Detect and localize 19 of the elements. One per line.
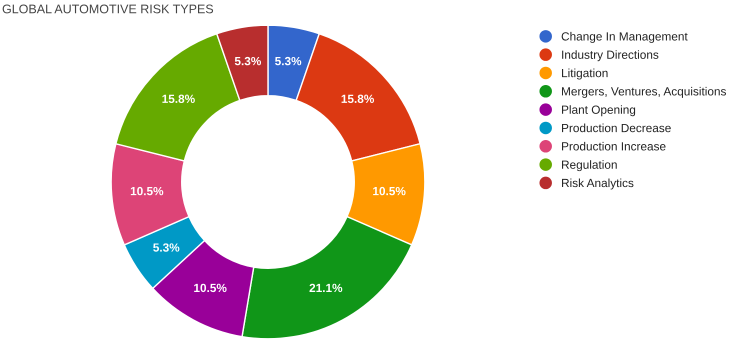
data-label: 15.8%	[162, 94, 195, 103]
legend-label: Production Decrease	[562, 124, 671, 132]
data-label: 5.3%	[234, 56, 262, 66]
data-label: 10.5%	[194, 284, 227, 292]
legend-label: Regulation	[562, 160, 617, 172]
legend-label: Litigation	[562, 68, 608, 80]
data-label: 10.5%	[373, 186, 406, 196]
data-label: 5.3%	[275, 56, 302, 66]
data-label: 21.1%	[310, 284, 342, 292]
legend-label: Risk Analytics	[562, 178, 634, 190]
legend-label: Plant Opening	[562, 105, 636, 116]
data-label: 10.5%	[130, 186, 164, 196]
data-label: 15.8%	[342, 94, 374, 103]
chart-title: GLOBAL AUTOMOTIVE RISK TYPES	[2, 4, 214, 14]
data-label: 5.3%	[153, 243, 180, 252]
legend-label: Production Increase	[562, 142, 666, 151]
legend-label: Change In Management	[562, 32, 688, 43]
legend-label: Industry Directions	[562, 50, 658, 62]
legend-label: Mergers, Ventures, Acquisitions	[562, 86, 726, 98]
